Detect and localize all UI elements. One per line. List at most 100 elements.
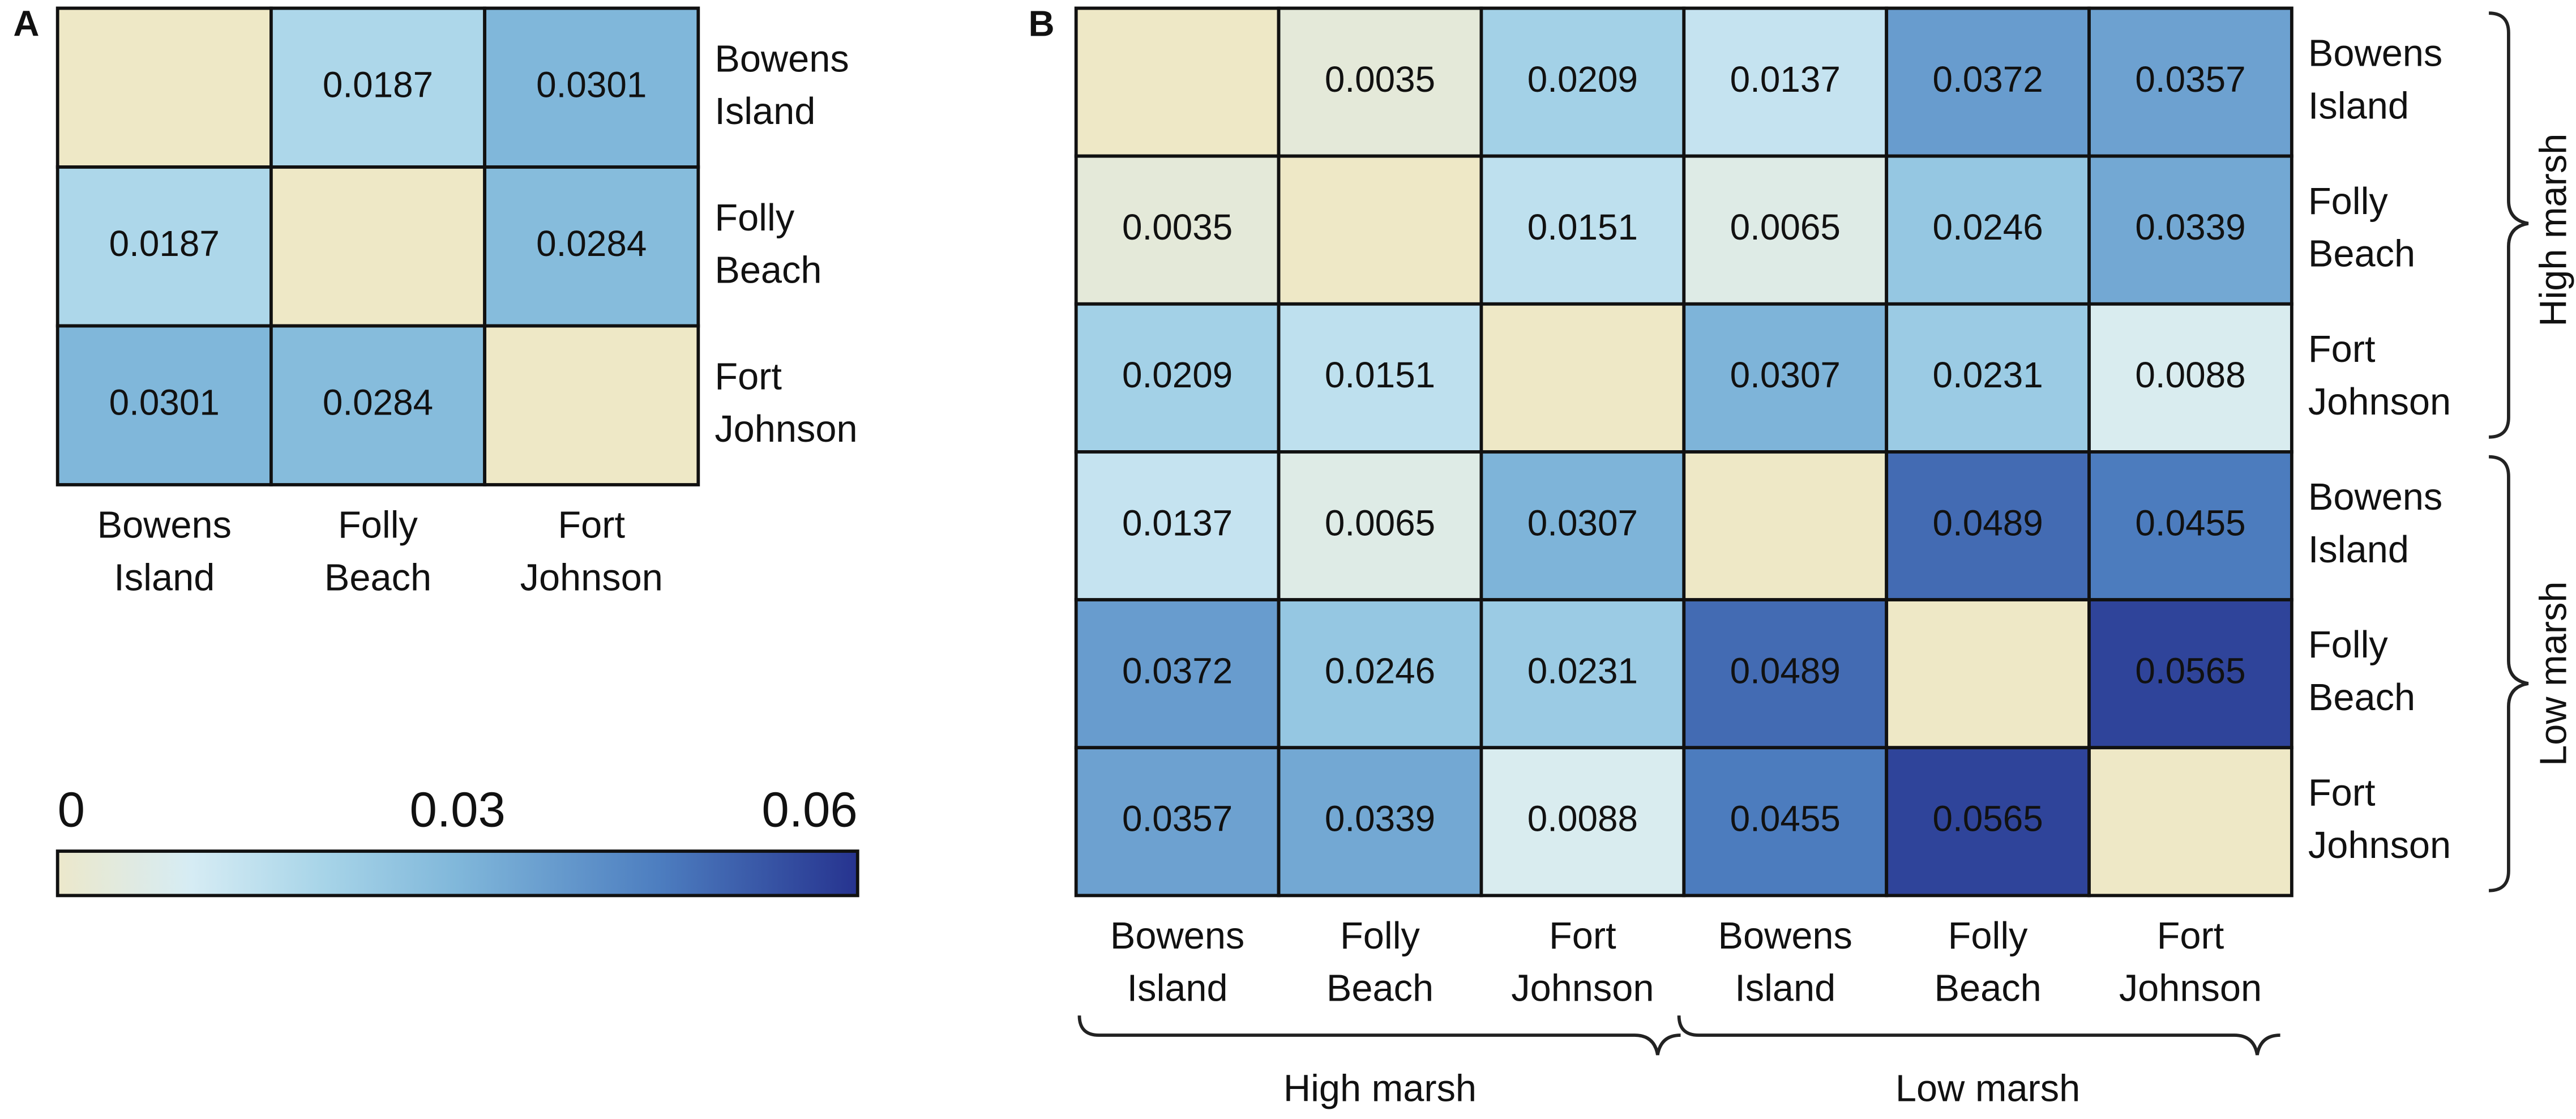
column-label: Folly Beach — [324, 504, 431, 599]
colorbar-tick-label: 0 — [58, 782, 85, 837]
empty-cell — [1277, 154, 1483, 306]
column-label: Fort Johnson — [520, 504, 663, 599]
row-label: Bowens Island — [714, 38, 849, 133]
heatmap-cell — [1074, 598, 1281, 750]
heatmap-cell — [483, 165, 700, 328]
column-label: Bowens Island — [1718, 915, 1852, 1009]
cell-value: 0.0357 — [2135, 59, 2245, 100]
heatmap-cell — [1074, 154, 1281, 306]
heatmap-cell — [1074, 302, 1281, 454]
cell-value: 0.0339 — [2135, 207, 2245, 247]
empty-cell — [1682, 450, 1889, 601]
panel-label: B — [1029, 3, 1055, 44]
cell-value: 0.0246 — [1932, 207, 2043, 247]
heatmap-cell — [1277, 450, 1483, 601]
empty-cell — [1885, 598, 2091, 750]
cell-value: 0.0455 — [1730, 798, 1841, 839]
row-label: Bowens Island — [2308, 476, 2442, 571]
heatmap-cell — [1479, 6, 1686, 158]
empty-cell — [269, 165, 487, 328]
column-label: Fort Johnson — [2119, 915, 2262, 1009]
cell-value: 0.0187 — [323, 65, 433, 105]
column-label: Folly Beach — [1934, 915, 2041, 1009]
heatmap-cell — [1885, 746, 2091, 898]
heatmap-cell — [2087, 598, 2293, 750]
heatmap-cell — [1682, 154, 1889, 306]
column-label: Bowens Island — [97, 504, 232, 599]
row-label: Folly Beach — [2308, 180, 2415, 275]
panel-label: A — [13, 3, 39, 44]
heatmap-cell — [1682, 746, 1889, 898]
heatmap-cell — [55, 165, 273, 328]
heatmap-cell — [1074, 450, 1281, 601]
column-label: Fort Johnson — [1511, 915, 1654, 1009]
empty-cell — [55, 6, 273, 169]
colorbar-tick-label: 0.06 — [761, 782, 857, 837]
column-label: Folly Beach — [1326, 915, 1434, 1009]
heatmap-cell — [1885, 450, 2091, 601]
cell-value: 0.0151 — [1325, 355, 1435, 395]
bracket — [1677, 1015, 2280, 1056]
cell-value: 0.0035 — [1325, 59, 1435, 100]
cell-value: 0.0137 — [1122, 502, 1233, 543]
cell-value: 0.0489 — [1932, 502, 2043, 543]
row-label: Fort Johnson — [714, 356, 857, 450]
bracket — [1077, 1015, 1681, 1056]
heatmap-cell — [1479, 746, 1686, 898]
heatmap-cell — [1277, 302, 1483, 454]
heatmap-cell — [483, 6, 700, 169]
heatmap-cell — [1885, 302, 2091, 454]
bracket — [2488, 455, 2529, 892]
cell-value: 0.0307 — [1527, 502, 1638, 543]
bracket — [2488, 11, 2529, 439]
cell-value: 0.0357 — [1122, 798, 1233, 839]
row-label: Folly Beach — [2308, 624, 2415, 719]
empty-cell — [483, 324, 700, 486]
group-label: High marsh — [2533, 134, 2575, 327]
cell-value: 0.0209 — [1122, 355, 1233, 395]
heatmap-cell — [2087, 302, 2293, 454]
cell-value: 0.0231 — [1527, 651, 1638, 691]
cell-value: 0.0088 — [2135, 355, 2245, 395]
cell-value: 0.0065 — [1325, 502, 1435, 543]
row-label: Bowens Island — [2308, 32, 2442, 127]
cell-value: 0.0065 — [1730, 207, 1841, 247]
heatmap-cell — [269, 324, 487, 486]
heatmap-cell — [1277, 598, 1483, 750]
cell-value: 0.0035 — [1122, 207, 1233, 247]
cell-value: 0.0339 — [1325, 798, 1435, 839]
heatmap-cell — [2087, 6, 2293, 158]
group-label: Low marsh — [2533, 582, 2575, 766]
cell-value: 0.0565 — [2135, 651, 2245, 691]
cell-value: 0.0284 — [536, 223, 647, 264]
row-label: Fort Johnson — [2308, 328, 2451, 423]
cell-value: 0.0372 — [1932, 59, 2043, 100]
cell-value: 0.0301 — [536, 65, 647, 105]
heatmap-cell — [269, 6, 487, 169]
cell-value: 0.0455 — [2135, 502, 2245, 543]
cell-value: 0.0209 — [1527, 59, 1638, 100]
empty-cell — [2087, 746, 2293, 898]
heatmap-cell — [2087, 450, 2293, 601]
cell-value: 0.0284 — [323, 382, 433, 423]
cell-value: 0.0372 — [1122, 651, 1233, 691]
cell-value: 0.0137 — [1730, 59, 1841, 100]
cell-value: 0.0301 — [109, 382, 220, 423]
cell-value: 0.0246 — [1325, 651, 1435, 691]
cell-value: 0.0565 — [1932, 798, 2043, 839]
cell-value: 0.0088 — [1527, 798, 1638, 839]
heatmap-cell — [2087, 154, 2293, 306]
row-label: Folly Beach — [714, 197, 821, 291]
empty-cell — [1479, 302, 1686, 454]
cell-value: 0.0307 — [1730, 355, 1841, 395]
colorbar — [55, 849, 859, 898]
colorbar-tick-label: 0.03 — [410, 782, 506, 837]
group-label: Low marsh — [1895, 1067, 2080, 1109]
group-label: High marsh — [1283, 1067, 1477, 1109]
heatmap-cell — [1479, 598, 1686, 750]
cell-value: 0.0489 — [1730, 651, 1841, 691]
cell-value: 0.0231 — [1932, 355, 2043, 395]
heatmap-cell — [55, 324, 273, 486]
